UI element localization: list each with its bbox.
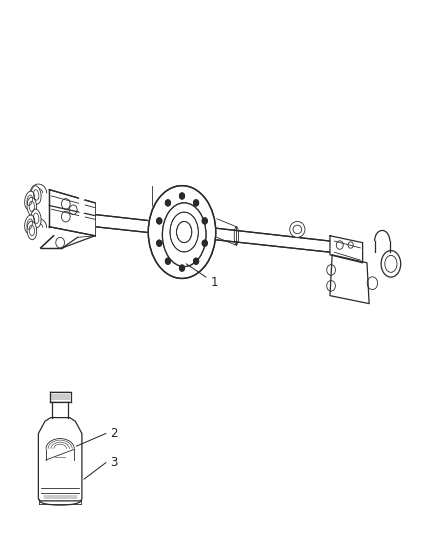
Circle shape [194, 200, 198, 206]
Ellipse shape [162, 203, 206, 266]
Circle shape [194, 259, 198, 264]
Circle shape [202, 240, 207, 246]
Ellipse shape [31, 209, 41, 228]
Ellipse shape [27, 197, 37, 216]
Ellipse shape [31, 185, 41, 204]
Circle shape [202, 240, 207, 246]
Circle shape [166, 259, 170, 264]
Ellipse shape [27, 221, 37, 240]
Circle shape [180, 265, 184, 271]
Polygon shape [34, 378, 86, 508]
Circle shape [157, 218, 162, 224]
Circle shape [79, 207, 85, 214]
Circle shape [180, 193, 184, 199]
Circle shape [157, 218, 162, 224]
Polygon shape [41, 227, 95, 248]
Circle shape [166, 259, 170, 264]
Text: 1: 1 [210, 276, 218, 289]
Circle shape [79, 214, 85, 220]
Circle shape [166, 200, 170, 206]
Circle shape [157, 240, 162, 246]
Circle shape [157, 240, 162, 246]
Ellipse shape [25, 215, 35, 233]
Circle shape [202, 218, 207, 224]
Circle shape [194, 259, 198, 264]
Ellipse shape [25, 191, 35, 209]
Circle shape [202, 218, 207, 224]
Circle shape [180, 193, 184, 199]
Polygon shape [39, 418, 82, 501]
Circle shape [166, 200, 170, 206]
Polygon shape [330, 255, 369, 304]
Ellipse shape [162, 203, 206, 266]
Ellipse shape [147, 184, 217, 280]
Ellipse shape [290, 221, 305, 237]
Circle shape [194, 200, 198, 206]
Polygon shape [49, 190, 95, 236]
Text: 3: 3 [110, 456, 117, 469]
Ellipse shape [381, 251, 401, 277]
Circle shape [79, 201, 85, 207]
Circle shape [180, 265, 184, 271]
Text: 2: 2 [110, 427, 118, 440]
Circle shape [79, 195, 85, 201]
